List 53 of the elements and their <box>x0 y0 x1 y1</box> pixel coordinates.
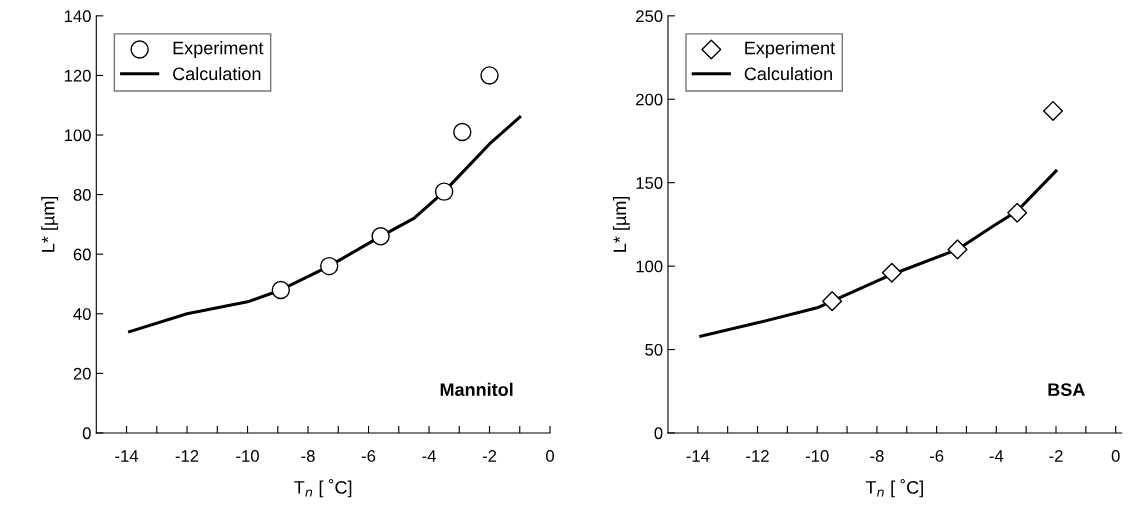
x-tick-label: -4 <box>422 450 436 462</box>
legend-label: Experiment <box>173 41 264 58</box>
y-tick-label: 100 <box>636 260 663 273</box>
x-tick-label: -10 <box>236 450 259 462</box>
y-axis-title: L* [µm] <box>41 196 59 252</box>
y-tick-label: 50 <box>645 343 663 356</box>
x-tick-label: -12 <box>175 450 199 462</box>
x-tick-label: 0 <box>1111 450 1120 462</box>
x-tick-label: -4 <box>989 450 1004 462</box>
point <box>881 262 902 283</box>
y-tick-label: 250 <box>636 10 663 23</box>
y-tick-label: 20 <box>73 367 91 380</box>
point <box>822 291 843 312</box>
y-tick-label: 120 <box>64 69 91 82</box>
y-tick-label: 200 <box>636 93 663 106</box>
x-tick-label: -10 <box>805 450 829 462</box>
y-tick-label: 0 <box>82 427 91 440</box>
x-tick-label: -6 <box>929 450 944 462</box>
y-tick-label: 80 <box>73 189 91 201</box>
x-tick-label: 0 <box>546 450 554 462</box>
x-tick-label: -8 <box>870 450 884 462</box>
x-axis-title: T$_{n}$ [ ˚C] <box>294 479 352 498</box>
point <box>1043 100 1064 121</box>
x-tick-label: -8 <box>301 450 315 462</box>
legend-label: Calculation <box>173 66 261 81</box>
point <box>434 182 454 201</box>
point <box>1007 202 1028 223</box>
annotation: BSA <box>1048 383 1085 397</box>
line-series <box>699 169 1058 338</box>
x-tick-label: -6 <box>361 450 376 462</box>
point <box>947 239 968 260</box>
y-tick-label: 140 <box>64 10 91 23</box>
x-tick-label: -12 <box>746 450 769 462</box>
x-tick-label: -14 <box>115 450 139 462</box>
legend-label: Calculation <box>744 66 832 81</box>
y-tick-label: 100 <box>64 129 91 142</box>
y-tick-label: 150 <box>636 177 663 189</box>
annotation: Mannitol <box>440 382 513 397</box>
y-tick-label: 0 <box>654 427 663 440</box>
y-axis-title: L* [µm] <box>612 196 630 252</box>
x-tick-label: -2 <box>1049 450 1063 462</box>
point <box>371 227 390 246</box>
point <box>320 256 339 276</box>
point <box>453 122 472 142</box>
y-tick-label: 40 <box>73 308 91 320</box>
line-series <box>128 115 522 334</box>
x-tick-label: -14 <box>686 450 710 462</box>
point <box>480 66 499 85</box>
legend-label: Experiment <box>745 41 835 58</box>
x-axis-title: T$_{n}$ [ ˚C] <box>865 479 923 498</box>
point <box>271 280 291 300</box>
x-tick-label: -2 <box>482 450 497 462</box>
y-tick-label: 60 <box>73 248 91 261</box>
